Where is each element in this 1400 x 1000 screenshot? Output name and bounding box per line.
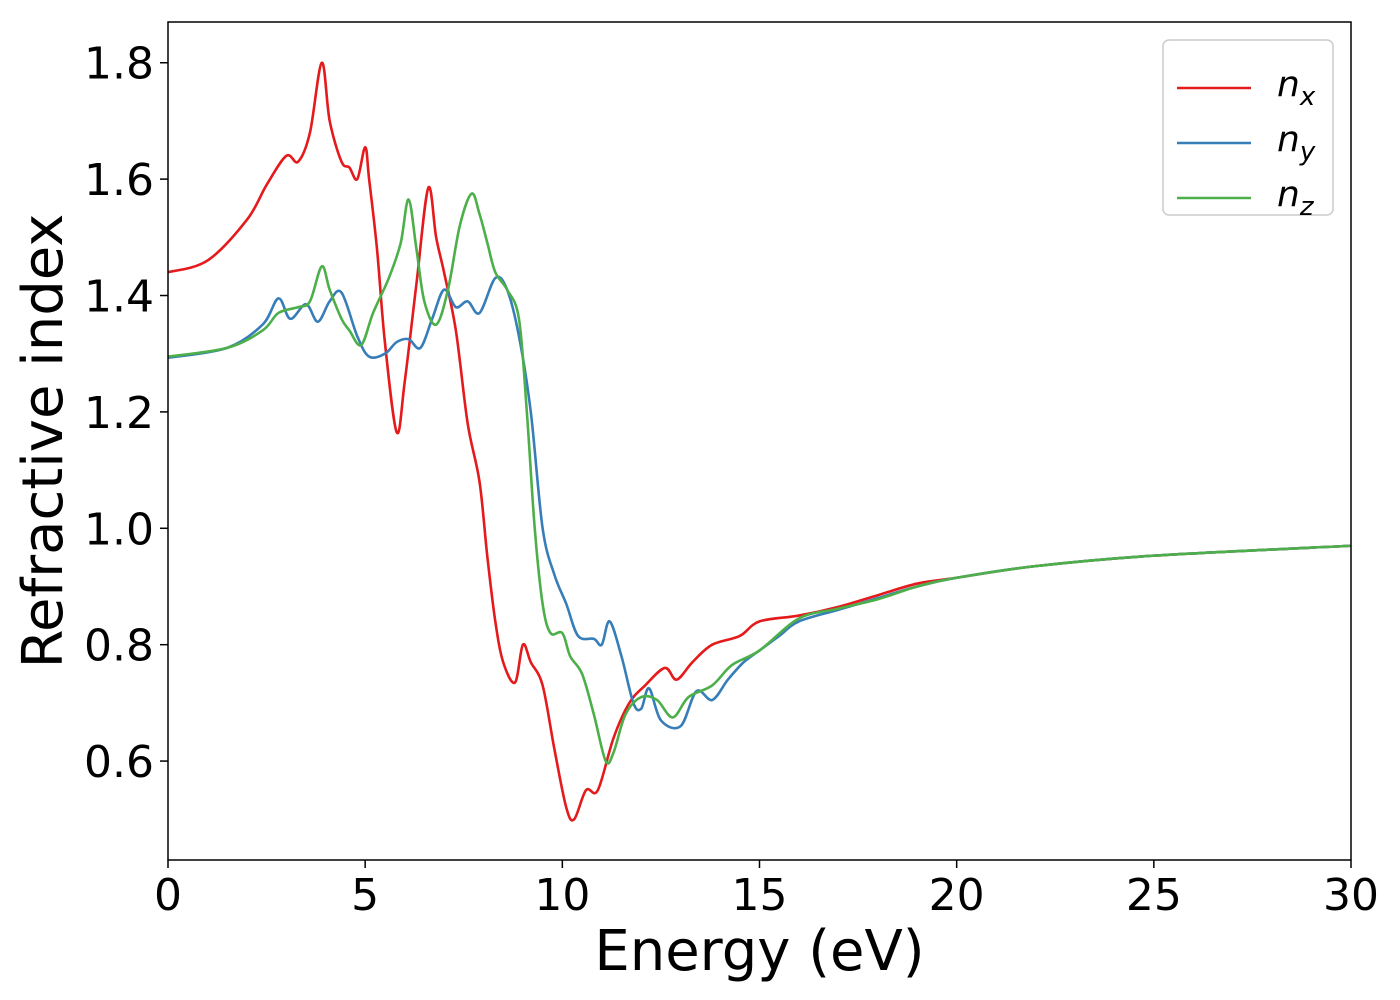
x-tick-label: 0 (154, 870, 182, 921)
x-tick-label: 15 (732, 870, 788, 921)
x-tick-label: 20 (929, 870, 985, 921)
x-axis-label: Energy (eV) (594, 919, 924, 984)
x-tick-label: 25 (1126, 870, 1182, 921)
series-line-n-x (168, 61, 1351, 822)
series-line-n-z (168, 192, 1351, 765)
y-tick-label: 1.6 (84, 155, 154, 206)
x-tick-label: 10 (534, 870, 590, 921)
y-axis: 0.6 0.8 1.0 1.2 1.4 1.6 1.8 (84, 39, 168, 788)
legend-box (1162, 39, 1334, 216)
x-tick-label: 5 (351, 870, 379, 921)
y-tick-label: 1.0 (84, 504, 154, 555)
y-tick-label: 1.8 (84, 39, 154, 90)
series-line-n-y (168, 275, 1351, 730)
x-tick-label: 30 (1323, 870, 1379, 921)
series-layer (168, 61, 1351, 822)
y-tick-label: 1.2 (84, 388, 154, 439)
y-tick-label: 0.6 (84, 737, 154, 788)
y-tick-label: 0.8 (84, 621, 154, 672)
x-axis: 0 5 10 15 20 25 30 (154, 860, 1379, 921)
y-axis-label: Refractive index (11, 214, 76, 669)
y-tick-label: 1.4 (84, 272, 154, 323)
